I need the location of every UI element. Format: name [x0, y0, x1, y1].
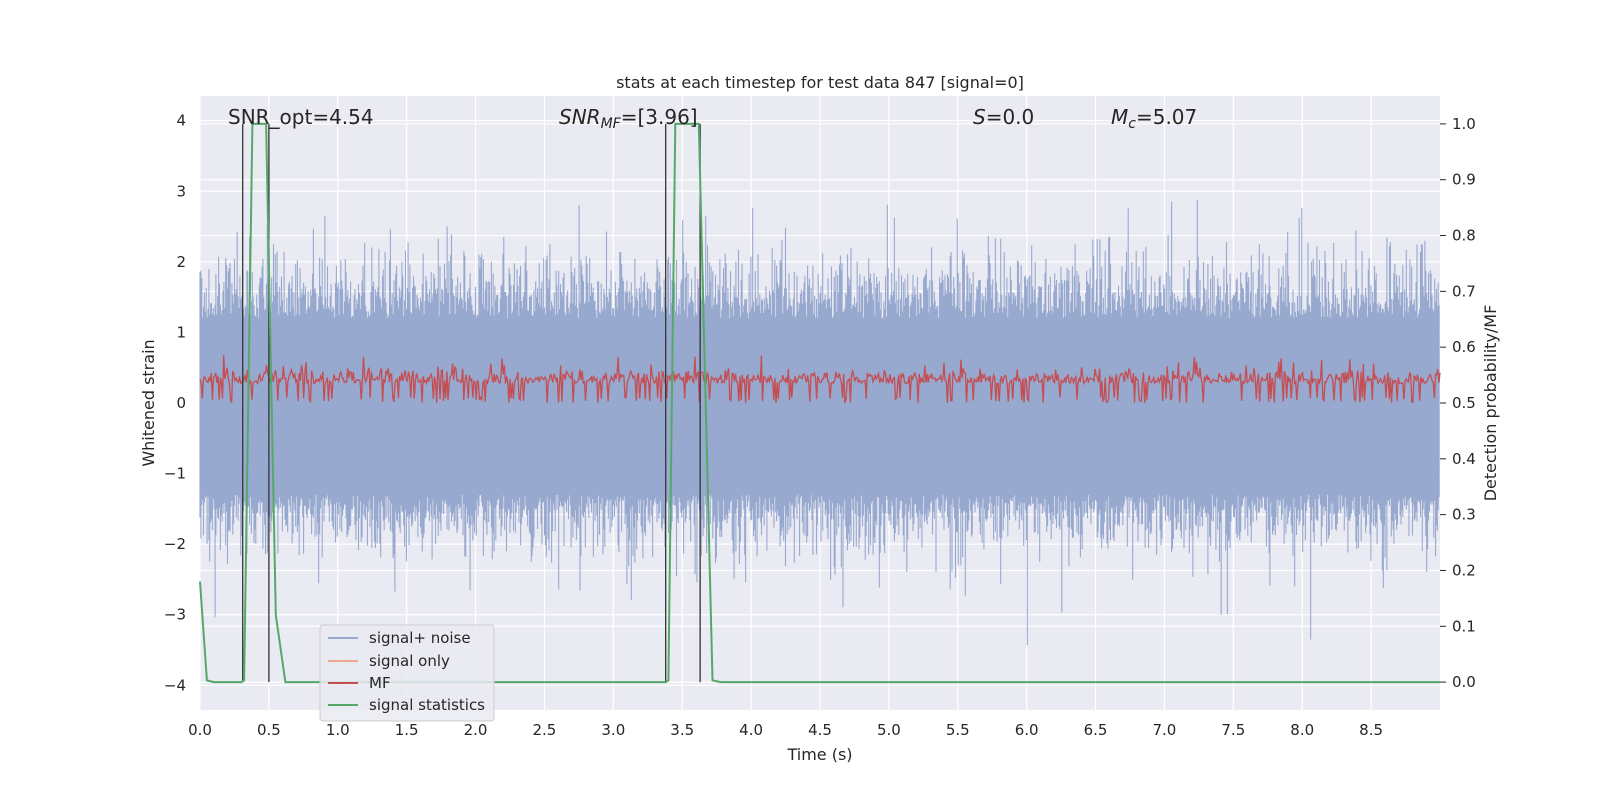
x-tick-label: 1.5 [395, 721, 419, 739]
x-tick-label: 6.5 [1084, 721, 1108, 739]
y-tick-label: −3 [164, 606, 186, 624]
x-tick-label: 2.5 [533, 721, 557, 739]
y-tick-labels: −4 −3 −2 −1 0 1 2 3 4 [164, 112, 186, 695]
annotation-snr-opt: SNR_opt=4.54 [228, 105, 374, 129]
snr-mf-value: =[3.96] [621, 105, 698, 129]
y2-tick-label: 1.0 [1452, 115, 1476, 133]
chart-title: stats at each timestep for test data 847… [616, 73, 1024, 92]
x-tick-label: 4.0 [739, 721, 763, 739]
x-tick-label: 0.5 [257, 721, 281, 739]
y-axis-label: Whitened strain [139, 339, 158, 466]
mc-value: =5.07 [1136, 105, 1197, 129]
legend-label-noise: signal+ noise [369, 629, 471, 647]
x-tick-label: 0.0 [188, 721, 212, 739]
y2-tick-label: 0.0 [1452, 673, 1476, 691]
y-tick-label: −1 [164, 465, 186, 483]
legend-box [319, 624, 495, 722]
y2-tick-labels: 0.0 0.1 0.2 0.3 0.4 0.5 0.6 0.7 0.8 0.9 1.0 [1440, 115, 1476, 691]
x-tick-labels: 0.0 0.5 1.0 1.5 2.0 2.5 3.0 3.5 4.0 4.5 5.0 5.5 6.0 6… [188, 721, 1383, 739]
y2-tick-label: 0.7 [1452, 282, 1476, 300]
y-tick-label: 2 [176, 253, 186, 271]
legend-label-signal-only: signal only [369, 652, 450, 670]
x-tick-label: 1.0 [326, 721, 350, 739]
annotation-snr-mf: SNRMF=[3.96] [559, 105, 698, 132]
legend-label-mf: MF [369, 674, 391, 692]
y-tick-label: −2 [164, 535, 186, 553]
x-tick-label: 4.5 [808, 721, 832, 739]
x-tick-label: 3.5 [670, 721, 694, 739]
s-var: S [973, 105, 986, 129]
x-tick-label: 5.0 [877, 721, 901, 739]
annotation-s: S=0.0 [973, 105, 1034, 129]
y2-tick-label: 0.9 [1452, 171, 1476, 189]
y-tick-label: −4 [164, 676, 186, 694]
x-tick-label: 6.0 [1015, 721, 1039, 739]
x-tick-label: 2.0 [464, 721, 488, 739]
y-tick-label: 4 [176, 112, 186, 130]
x-tick-label: 8.5 [1359, 721, 1383, 739]
mf-series [199, 355, 1441, 404]
mc-var: M [1111, 105, 1128, 129]
x-tick-label: 7.5 [1221, 721, 1245, 739]
y2-tick-label: 0.2 [1452, 561, 1476, 579]
mf-line [199, 355, 1441, 404]
s-value: =0.0 [986, 105, 1035, 129]
y2-tick-label: 0.4 [1452, 450, 1476, 468]
y-tick-label: 1 [176, 323, 186, 341]
snr-mf-main: SNR [559, 105, 601, 129]
legend: signal+ noise signal only MF signal stat… [319, 624, 495, 722]
x-tick-label: 3.0 [601, 721, 625, 739]
y2-axis-label: Detection probability/MF [1481, 305, 1500, 502]
y2-tick-label: 0.5 [1452, 394, 1476, 412]
x-tick-label: 8.0 [1290, 721, 1314, 739]
annotation-mc: Mc=5.07 [1111, 105, 1197, 132]
signal-statistics-line [199, 122, 1440, 684]
mc-sub: c [1128, 116, 1136, 132]
y2-tick-label: 0.1 [1452, 617, 1476, 635]
snr-mf-sub: MF [601, 116, 622, 132]
x-tick-label: 5.5 [946, 721, 970, 739]
signal-statistics-series [199, 122, 1440, 684]
y2-tick-label: 0.3 [1452, 506, 1476, 524]
y-tick-label: 0 [176, 394, 186, 412]
y2-tick-label: 0.6 [1452, 338, 1476, 356]
legend-label-stats: signal statistics [369, 696, 485, 714]
x-tick-label: 7.0 [1153, 721, 1177, 739]
x-axis-label: Time (s) [786, 745, 852, 764]
y2-tick-label: 0.8 [1452, 227, 1476, 245]
y-tick-label: 3 [176, 182, 186, 200]
